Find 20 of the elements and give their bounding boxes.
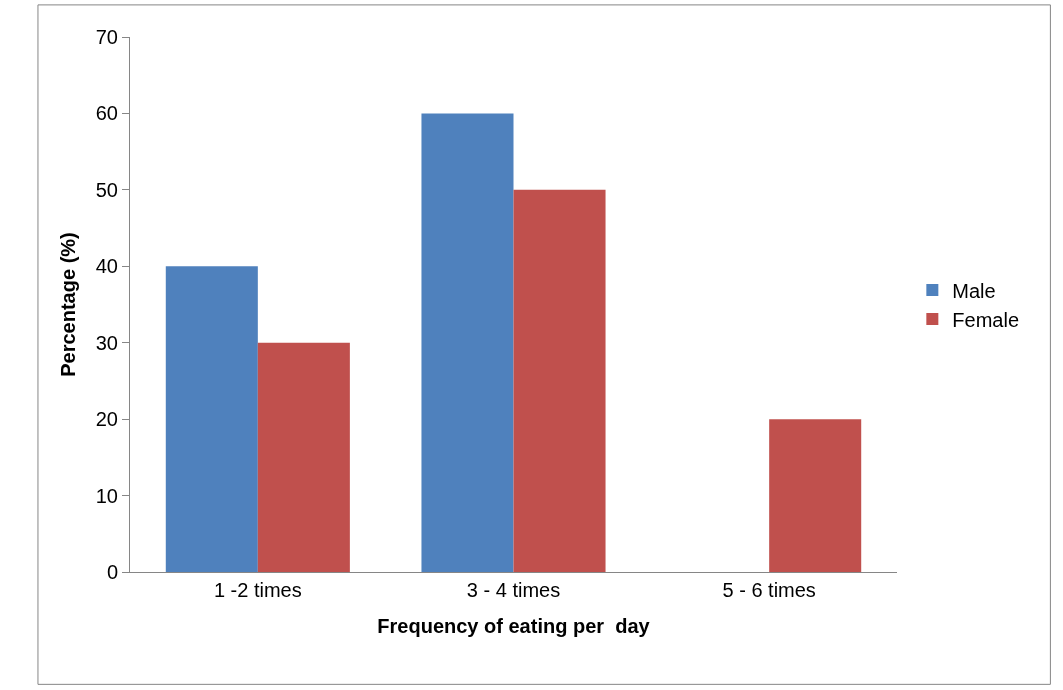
- bar: [165, 266, 258, 572]
- y-tick-label: 70: [95, 26, 118, 48]
- y-tick-label: 10: [95, 484, 118, 507]
- bar: [421, 113, 514, 572]
- bar: [257, 342, 350, 572]
- bar: [513, 189, 606, 572]
- y-tick-label: 30: [95, 331, 118, 354]
- y-tick-label: 50: [95, 178, 118, 201]
- x-axis-title: Frequency of eating per day: [377, 614, 651, 637]
- y-tick-label: 20: [95, 408, 118, 431]
- y-tick-label: 0: [106, 561, 118, 583]
- x-tick-label: 1 -2 times: [213, 579, 302, 601]
- x-tick-label: 3 - 4 times: [466, 579, 561, 601]
- legend-label: Male: [952, 279, 996, 302]
- x-tick-label: 5 - 6 times: [722, 579, 816, 601]
- y-axis-title: Percentage (%): [57, 232, 80, 377]
- legend-label: Female: [952, 308, 1020, 331]
- y-tick-label: 40: [95, 255, 118, 278]
- y-tick-label: 60: [95, 102, 118, 125]
- bar: [769, 419, 862, 572]
